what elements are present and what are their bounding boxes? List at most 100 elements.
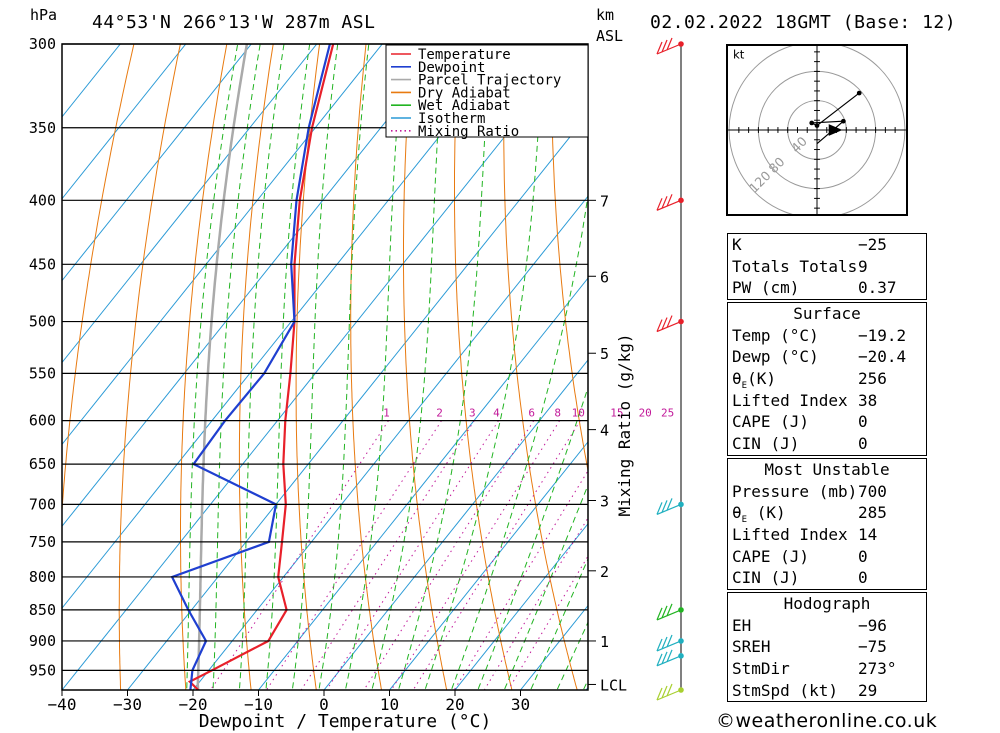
mixing-ratio-line <box>507 555 588 690</box>
row-label: StmDir <box>732 659 790 679</box>
wind-barb-staff <box>656 321 682 333</box>
mixing-ratio-line <box>390 420 561 690</box>
row-value: 700 <box>858 481 887 501</box>
x-tick-label: −20 <box>179 695 208 714</box>
km-unit-label: km <box>596 6 615 24</box>
row-value: 29 <box>858 680 878 700</box>
panel-row: Pressure (mb) 700 <box>728 481 926 503</box>
datetime-title: 02.02.2022 18GMT (Base: 12) <box>650 12 957 33</box>
dry-adiabat-line <box>551 44 588 473</box>
legend-label: Wet Adiabat <box>418 98 511 114</box>
dry-adiabat-line <box>923 44 1000 690</box>
row-label: θE(K) <box>732 369 776 392</box>
dry-adiabat-line <box>180 44 228 690</box>
wind-barb-flag <box>666 315 673 328</box>
x-tick-label: 30 <box>511 695 530 714</box>
row-value: 0 <box>858 546 868 566</box>
mixing-ratio-axis-label: Mixing Ratio (g/kg) <box>615 333 634 516</box>
row-value: 0.37 <box>858 278 897 298</box>
pressure-tick-label: 450 <box>29 255 56 273</box>
row-label: K <box>732 235 742 254</box>
wet-adiabat-line <box>238 44 285 690</box>
row-label: CIN (J) <box>732 434 800 454</box>
wind-barb-staff <box>656 640 682 652</box>
wet-adiabat-line <box>318 44 370 690</box>
x-tick-label: −10 <box>244 695 273 714</box>
row-value: −25 <box>858 235 887 254</box>
isotherm-line <box>62 44 252 282</box>
legend-label: Parcel Trajectory <box>418 73 561 89</box>
row-value: 0 <box>858 434 868 454</box>
dry-adiabat-line <box>62 44 135 516</box>
row-label: Dewp (°C) <box>732 347 819 367</box>
parcel-trajectory-line <box>196 44 249 690</box>
wind-barb-staff <box>656 655 682 667</box>
row-label: CAPE (J) <box>732 546 810 566</box>
hodo-ring-label: 40 <box>788 134 810 156</box>
mixing-ratio-line <box>453 469 588 690</box>
row-label: CAPE (J) <box>732 412 810 432</box>
dry-adiabat-line <box>403 44 448 690</box>
mixing-ratio-label: 20 <box>639 407 652 420</box>
pressure-tick-label: 600 <box>29 412 56 430</box>
wind-barb-flag <box>661 39 668 53</box>
panel-row: Totals Totals 9 <box>728 256 926 278</box>
dry-adiabat-line <box>970 44 1000 690</box>
hodo-unit-label: kt <box>733 48 745 62</box>
panel-row: θE(K) 256 <box>728 368 926 392</box>
mixing-ratio-line <box>210 420 389 690</box>
panel-row: CIN (J) 0 <box>728 433 926 455</box>
isotherm-line <box>389 441 588 690</box>
pressure-tick-label: 800 <box>29 568 56 586</box>
km-tick-label: 6 <box>600 268 609 286</box>
pressure-tick-label: 650 <box>29 455 56 473</box>
legend-box <box>385 44 589 138</box>
asl-unit-label: ASL <box>596 27 624 45</box>
panel-row: EH −96 <box>728 615 926 637</box>
wet-adiabat-line <box>265 44 311 690</box>
dry-adiabat-line <box>238 44 274 690</box>
row-label: θE (K) <box>732 503 786 526</box>
wet-adiabat-line <box>212 44 261 690</box>
row-label: Totals Totals <box>732 256 858 276</box>
row-value: 285 <box>858 503 887 523</box>
dry-adiabat-line <box>350 44 382 690</box>
panel-row: StmDir 273° <box>728 658 926 680</box>
x-axis-label: Dewpoint / Temperature (°C) <box>199 711 492 732</box>
row-label: Lifted Index <box>732 390 848 410</box>
row-label: Pressure (mb) <box>732 481 858 501</box>
km-tick-label: 3 <box>600 493 609 511</box>
wet-adiabat-line <box>556 621 588 690</box>
row-value: −19.2 <box>858 325 907 345</box>
copyright-footer: ©weatheronline.co.uk <box>716 710 938 732</box>
plot-frame <box>61 43 589 691</box>
isotherm-line <box>62 44 383 446</box>
hodograph-table-panel: Hodograph EH −96 SREH −75 StmDir 273° StmSpd (k… <box>727 592 927 703</box>
pressure-tick-label: 550 <box>29 364 56 382</box>
mixing-ratio-label: 15 <box>610 407 623 420</box>
panel-row: StmSpd (kt) 29 <box>728 680 926 702</box>
isotherm-line <box>62 44 580 690</box>
isotherm-line <box>62 44 187 200</box>
panel-title: Most Unstable <box>764 460 890 479</box>
panel-row: θE (K) 285 <box>728 502 926 526</box>
hodo-storm-arrow <box>828 124 843 136</box>
pressure-tick-label: 350 <box>29 119 56 137</box>
row-label: Lifted Index <box>732 525 848 545</box>
wind-barb-flag <box>666 649 673 663</box>
panel-row: Lifted Index 14 <box>728 524 926 546</box>
wet-adiabat-line <box>371 44 445 690</box>
wind-barb-flag <box>656 198 663 211</box>
wet-adiabat-line <box>503 483 588 690</box>
x-tick-label: 0 <box>319 695 329 714</box>
mixing-ratio-line <box>326 420 499 690</box>
legend-label: Dewpoint <box>418 60 485 76</box>
hodo-ring-label: 120 <box>746 168 774 196</box>
legend-label: Isotherm <box>418 111 485 127</box>
row-value: −96 <box>858 615 887 635</box>
panel-row: K −25 <box>728 234 926 256</box>
wind-barb-flag <box>656 502 663 515</box>
pressure-tick-label: 700 <box>29 495 56 513</box>
hodo-point <box>809 120 815 126</box>
